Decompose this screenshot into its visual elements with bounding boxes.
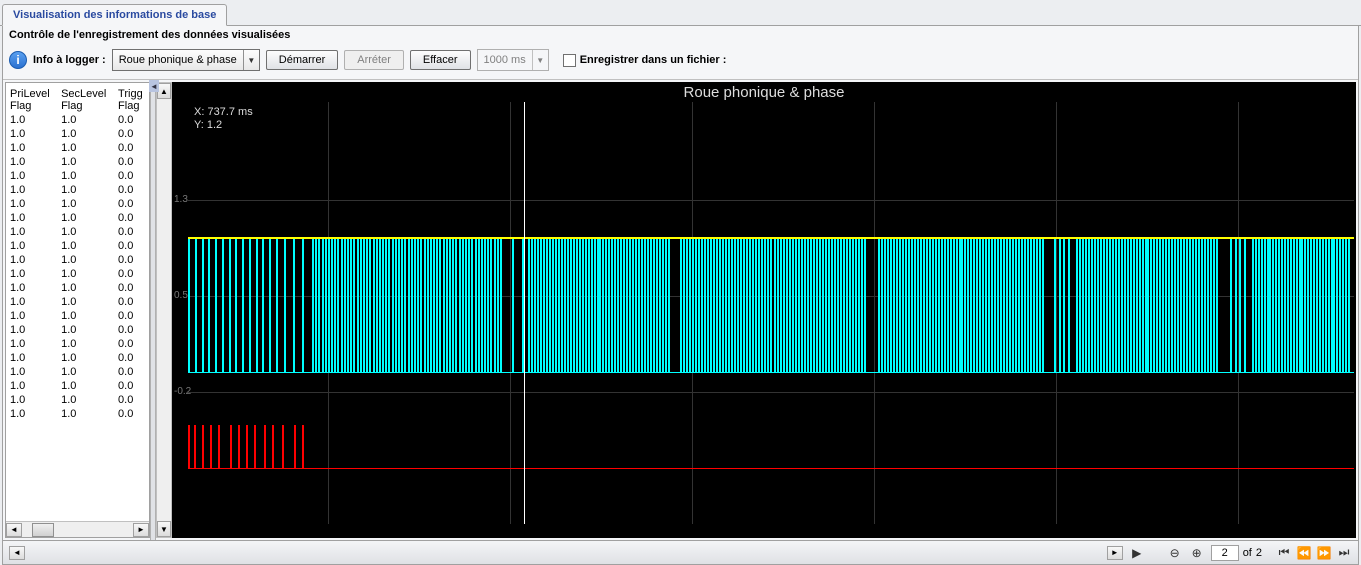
chart[interactable]: Roue phonique & phase 1.30.5-0.2X: 737.7… — [172, 82, 1356, 538]
info-label: Info à logger : — [33, 54, 106, 66]
table-row[interactable]: 1.01.00.0 — [6, 295, 149, 309]
table-row[interactable]: 1.01.00.0 — [6, 267, 149, 281]
play-icon[interactable]: ▶ — [1129, 545, 1145, 561]
chart-vscroll[interactable]: ▲ ▼ — [156, 82, 172, 538]
chevron-down-icon: ▼ — [532, 50, 548, 70]
table-row[interactable]: 1.01.00.0 — [6, 169, 149, 183]
table-row[interactable]: 1.01.00.0 — [6, 365, 149, 379]
toolbar: i Info à logger : Roue phonique & phase … — [3, 45, 1358, 80]
tab-bar: Visualisation des informations de base — [0, 0, 1361, 26]
clear-button[interactable]: Effacer — [410, 50, 471, 70]
log-type-select[interactable]: Roue phonique & phase ▼ — [112, 49, 260, 71]
scroll-right-icon[interactable]: ► — [1107, 546, 1123, 560]
control-header: Contrôle de l'enregistrement des données… — [3, 26, 1358, 45]
table-row[interactable]: 1.01.00.0 — [6, 225, 149, 239]
splitter-collapse-icon[interactable]: ◄ — [149, 80, 159, 92]
table-row[interactable]: 1.01.00.0 — [6, 141, 149, 155]
scroll-down-icon[interactable]: ▼ — [157, 521, 171, 537]
scroll-thumb[interactable] — [32, 523, 54, 537]
scroll-right-icon[interactable]: ► — [133, 523, 149, 537]
splitter[interactable]: ◄ — [150, 80, 156, 540]
table-row[interactable]: 1.01.00.0 — [6, 407, 149, 421]
main-panel: Contrôle de l'enregistrement des données… — [2, 26, 1359, 565]
save-file-checkbox[interactable] — [563, 54, 576, 67]
page-current-input[interactable] — [1211, 545, 1239, 561]
pager-total: 2 — [1256, 547, 1262, 559]
info-icon: i — [9, 51, 27, 69]
table-row[interactable]: 1.01.00.0 — [6, 211, 149, 225]
table-row[interactable]: 1.01.00.0 — [6, 155, 149, 169]
data-table: PriLevelFlag SecLevelFlag TriggFlag 1.01… — [5, 82, 150, 538]
tab-visualisation[interactable]: Visualisation des informations de base — [2, 4, 227, 26]
table-row[interactable]: 1.01.00.0 — [6, 197, 149, 211]
chevron-down-icon: ▼ — [243, 50, 259, 70]
table-row[interactable]: 1.01.00.0 — [6, 183, 149, 197]
table-row[interactable]: 1.01.00.0 — [6, 351, 149, 365]
chart-hscroll[interactable]: ◄ ► — [9, 545, 1123, 561]
interval-select[interactable]: 1000 ms ▼ — [477, 49, 549, 71]
table-row[interactable]: 1.01.00.0 — [6, 337, 149, 351]
first-icon[interactable]: ⏮ — [1276, 545, 1292, 561]
table-row[interactable]: 1.01.00.0 — [6, 281, 149, 295]
interval-value: 1000 ms — [478, 54, 532, 66]
table-row[interactable]: 1.01.00.0 — [6, 113, 149, 127]
table-row[interactable]: 1.01.00.0 — [6, 253, 149, 267]
chart-title: Roue phonique & phase — [172, 82, 1356, 103]
last-icon[interactable]: ⏭ — [1336, 545, 1352, 561]
pager: of 2 — [1211, 545, 1262, 561]
table-hscroll[interactable]: ◄ ► — [6, 521, 149, 537]
save-file-checkbox-wrap: Enregistrer dans un fichier : — [563, 54, 727, 67]
start-button[interactable]: Démarrer — [266, 50, 338, 70]
forward-icon[interactable]: ⏩ — [1316, 545, 1332, 561]
table-header-row: PriLevelFlag SecLevelFlag TriggFlag — [6, 87, 149, 113]
main-area: PriLevelFlag SecLevelFlag TriggFlag 1.01… — [3, 80, 1358, 540]
table-row[interactable]: 1.01.00.0 — [6, 323, 149, 337]
zoom-out-icon[interactable]: ⊖ — [1167, 545, 1183, 561]
stop-button[interactable]: Arréter — [344, 50, 404, 70]
scroll-left-icon[interactable]: ◄ — [9, 546, 25, 560]
table-row[interactable]: 1.01.00.0 — [6, 379, 149, 393]
save-file-label: Enregistrer dans un fichier : — [580, 54, 727, 66]
bottom-bar: ◄ ► ▶ ⊖ ⊕ of 2 ⏮ ⏪ ⏩ ⏭ — [3, 540, 1358, 564]
table-row[interactable]: 1.01.00.0 — [6, 127, 149, 141]
zoom-in-icon[interactable]: ⊕ — [1189, 545, 1205, 561]
select-value: Roue phonique & phase — [113, 54, 243, 66]
rewind-icon[interactable]: ⏪ — [1296, 545, 1312, 561]
scroll-up-icon[interactable]: ▲ — [157, 83, 171, 99]
pager-of-label: of — [1243, 547, 1252, 559]
table-row[interactable]: 1.01.00.0 — [6, 309, 149, 323]
table-row[interactable]: 1.01.00.0 — [6, 239, 149, 253]
scroll-left-icon[interactable]: ◄ — [6, 523, 22, 537]
table-row[interactable]: 1.01.00.0 — [6, 393, 149, 407]
